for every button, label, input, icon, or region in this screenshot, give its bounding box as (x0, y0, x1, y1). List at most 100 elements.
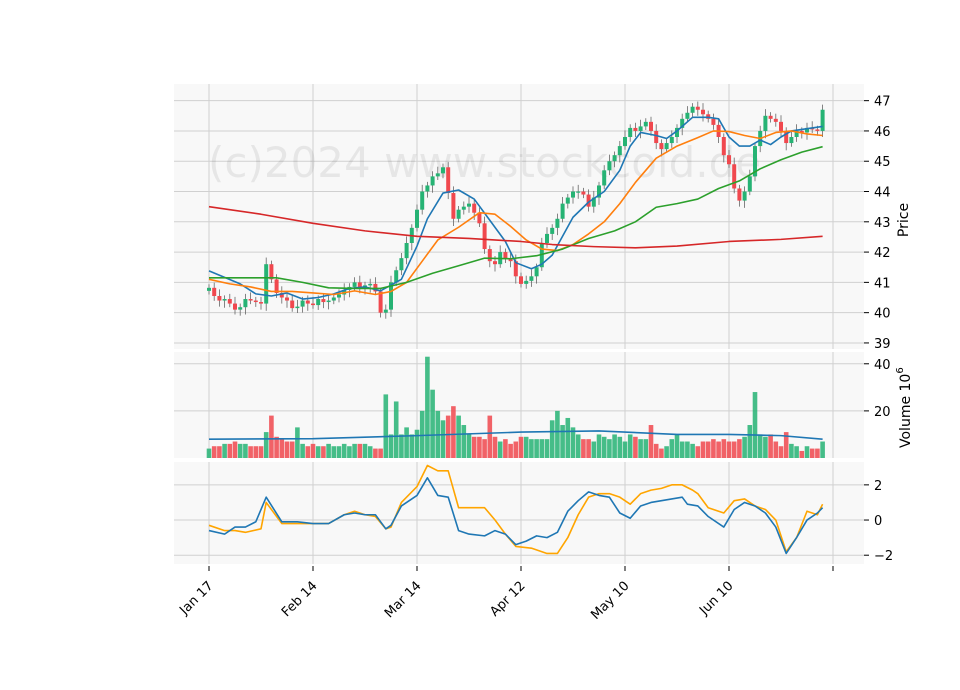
candle-body (222, 299, 227, 301)
volume-bar (326, 443, 331, 458)
y-tick-label: 2 (874, 479, 882, 494)
candle-body (649, 121, 653, 131)
volume-bar (503, 439, 508, 458)
volume-bar (653, 443, 659, 458)
candle-body (799, 130, 804, 133)
volume-bar (773, 441, 779, 458)
volume-bar (492, 436, 498, 458)
volume-bar (445, 415, 451, 458)
volume-bar (399, 434, 404, 458)
price-ma-line-1 (208, 116, 823, 300)
candle-body (404, 243, 409, 259)
volume-bar (269, 415, 274, 458)
candle-body (513, 261, 518, 277)
volume-bar (555, 410, 560, 458)
volume-bar (419, 410, 425, 458)
candle-body (430, 176, 435, 186)
candle-body (784, 130, 789, 144)
candle-body (550, 227, 555, 234)
candle-body (763, 115, 768, 131)
candle-body (217, 296, 222, 301)
volume-bar (508, 443, 513, 458)
volume-bar (747, 425, 753, 458)
volume-bar (289, 441, 295, 458)
volume-bar (544, 439, 550, 458)
candle-body (805, 127, 809, 133)
volume-bar (685, 441, 690, 458)
volume-bar (477, 436, 482, 458)
volume-bar (581, 439, 586, 458)
oscillator-line-blue (208, 477, 824, 555)
candle-body (415, 209, 419, 228)
candle-body (368, 283, 373, 286)
volume-bar (232, 441, 238, 458)
volume-bar (820, 441, 825, 458)
volume-bar (799, 450, 805, 458)
candle-body (331, 297, 336, 301)
candle-body (638, 126, 643, 131)
volume-bars (206, 356, 825, 458)
candle-body (701, 109, 705, 115)
price-ma-line-3 (209, 145, 823, 290)
volume-bar (263, 432, 269, 458)
volume-bar (757, 434, 763, 458)
volume-bar (518, 436, 524, 458)
volume-bar (700, 441, 706, 458)
volume-bar (612, 434, 617, 458)
candle-body (399, 258, 404, 271)
volume-bar (300, 443, 305, 458)
x-tick-label: Mar 14 (382, 579, 425, 622)
volume-bar (586, 439, 591, 458)
volume-bar (409, 434, 415, 458)
volume-bar (679, 441, 685, 458)
y-tick-label: 40 (874, 358, 891, 373)
candle-body (508, 258, 513, 262)
candle-body (675, 127, 679, 137)
candle-body (576, 191, 581, 193)
candle-body (435, 173, 440, 177)
candle-body (545, 233, 549, 243)
candle-body (269, 264, 274, 280)
candle-body (695, 106, 700, 110)
x-tick-label: May 10 (588, 579, 632, 623)
candle-body (503, 252, 508, 259)
candle-body (253, 300, 258, 303)
candle-body (768, 115, 773, 119)
volume-bar (633, 436, 638, 458)
candle-body (279, 292, 284, 298)
y-tick-label: 40 (874, 307, 891, 322)
volume-bar (378, 448, 383, 458)
candle-body (779, 121, 783, 131)
volume-bar (659, 448, 664, 458)
candle-body (560, 203, 565, 219)
volume-bar (575, 434, 581, 458)
volume-bar (471, 436, 477, 458)
volume-bar (815, 448, 820, 458)
volume-bar (305, 446, 311, 458)
volume-axis-label-text: Volume 10 (898, 374, 914, 448)
volume-bar (227, 443, 233, 458)
volume-bar (211, 446, 217, 458)
candle-body (326, 300, 331, 303)
volume-bar (352, 443, 357, 458)
volume-axis-label: Volume 106 (895, 367, 914, 448)
volume-bar (331, 446, 337, 458)
y-tick-label: 42 (874, 246, 891, 261)
candle-body (321, 299, 326, 303)
candle-body (311, 303, 315, 306)
volume-bar (523, 436, 529, 458)
volume-bar (295, 427, 300, 458)
candle-body (461, 206, 466, 210)
x-tick-label: Apr 12 (487, 579, 528, 620)
candle-body (524, 280, 529, 284)
volume-bar (248, 446, 253, 458)
candle-body (742, 191, 747, 201)
volume-bar (617, 436, 623, 458)
y-tick-label: −2 (874, 549, 893, 564)
candle-body (482, 223, 487, 250)
volume-bar (596, 434, 602, 458)
x-tick-label: Jun 10 (696, 579, 736, 619)
watermark: (c)2024 www.stockcold.de (208, 138, 761, 187)
volume-bar (217, 446, 222, 458)
candle-body (747, 176, 752, 192)
